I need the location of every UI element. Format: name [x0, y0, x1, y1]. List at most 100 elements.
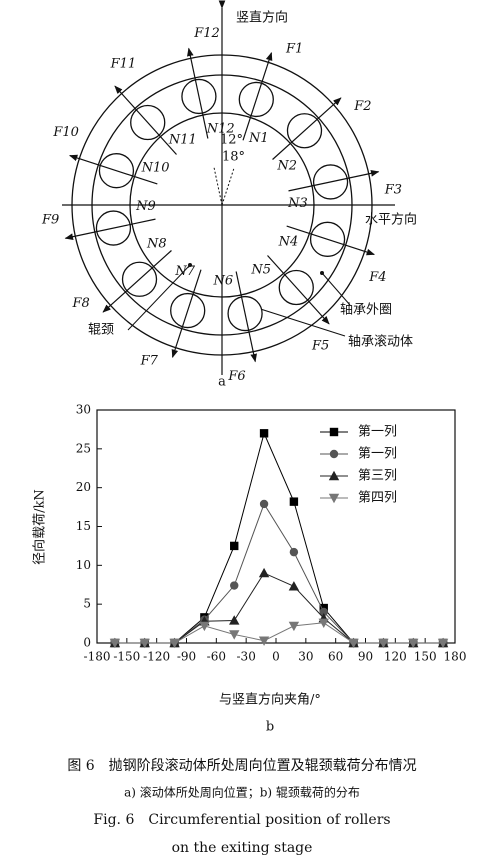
- force-label: F1: [285, 42, 303, 57]
- leader-dot: [188, 263, 192, 267]
- roller-label: N11: [168, 132, 197, 147]
- x-tick-label: 150: [414, 650, 437, 664]
- force-label: F8: [71, 296, 89, 311]
- roller-label: N9: [135, 199, 156, 214]
- series-line: [114, 431, 444, 644]
- outer-circle: [71, 54, 373, 356]
- force-arrow: [288, 170, 380, 192]
- roller-label: N5: [250, 263, 271, 278]
- force-label: F3: [384, 183, 402, 198]
- roller-label: N10: [141, 161, 170, 176]
- marker: [437, 638, 449, 649]
- roller-label: N3: [287, 196, 308, 211]
- x-tick-label: 0: [272, 650, 280, 664]
- force-label: F12: [193, 26, 220, 41]
- roller-label: N1: [248, 131, 269, 146]
- series-line: [114, 572, 444, 644]
- force-label: F10: [52, 125, 79, 140]
- marker: [229, 615, 240, 625]
- marker: [230, 541, 239, 551]
- series-line: [114, 622, 444, 644]
- marker: [109, 638, 121, 649]
- marker: [230, 581, 239, 590]
- marker: [259, 429, 269, 438]
- y-axis-label: 径向载荷/kN: [32, 489, 48, 565]
- legend-label: 第三列: [358, 469, 397, 484]
- diagram: 竖直方向 水平方向 12° 18° 轴承外圈 轴承滚动体 辊颈 a F1 N1 F2…: [41, 0, 417, 390]
- marker: [259, 499, 269, 509]
- x-tick-label: -30: [237, 650, 256, 664]
- y-tick-label: 0: [83, 636, 91, 650]
- force-label: F9: [41, 212, 59, 227]
- marker: [288, 621, 300, 632]
- roller-label: N4: [278, 234, 299, 249]
- chart: 与竖直方向夹角/° 径向载荷/kN b -180 -150 -120 -90 -60 -3…: [32, 403, 467, 735]
- force-arrow: [171, 269, 202, 358]
- roller-label: N12: [206, 122, 235, 137]
- leader-line: [321, 272, 351, 306]
- marker: [289, 547, 299, 557]
- force-label: F2: [353, 99, 371, 114]
- legend-label: 第四列: [358, 491, 397, 506]
- marker: [258, 567, 270, 578]
- x-tick-label: -150: [113, 650, 140, 664]
- roller-label: N2: [276, 158, 297, 173]
- legend-label: 第一列: [358, 447, 397, 462]
- marker: [329, 449, 339, 459]
- marker: [289, 497, 299, 506]
- marker: [229, 630, 240, 640]
- x-tick-label: 120: [384, 650, 407, 664]
- force-arrow: [187, 47, 209, 139]
- x-axis-label: 与竖直方向夹角/°: [219, 692, 321, 708]
- marker: [199, 621, 210, 632]
- leader-line: [250, 305, 346, 337]
- y-tick-label: 15: [76, 519, 91, 533]
- roller-label: 轴承滚动体: [348, 334, 413, 350]
- caption: Fig. 6 Circumferential position of rolle…: [93, 812, 390, 828]
- angle-label: 12°: [220, 133, 243, 148]
- x-tick-label: 90: [358, 650, 373, 664]
- outer-ring-label: 轴承外圈: [340, 303, 392, 318]
- marker: [288, 581, 300, 591]
- force-arrow: [114, 85, 177, 155]
- caption: on the exiting stage: [172, 840, 313, 856]
- marker: [408, 638, 419, 649]
- plot-frame: [96, 409, 456, 644]
- force-label: F5: [311, 338, 329, 353]
- y-tick-label: 10: [76, 558, 91, 572]
- ring-circle: [91, 74, 353, 336]
- legend-label: 第一列: [358, 425, 397, 440]
- roller-label: N6: [212, 273, 233, 288]
- roller-label: N8: [146, 237, 167, 252]
- caption: a) 滚动体所处周向位置；b) 辊颈载荷的分布: [124, 785, 360, 800]
- marker: [319, 607, 328, 617]
- angle-line: [213, 165, 223, 206]
- force-arrow: [286, 225, 375, 256]
- x-tick-label: 60: [328, 650, 343, 664]
- angle-line: [221, 166, 235, 206]
- y-tick-label: 25: [76, 441, 91, 455]
- force-label: F4: [368, 270, 386, 285]
- panel-label: b: [266, 720, 274, 735]
- angle-label: 18°: [222, 150, 245, 165]
- vertical-label: 竖直方向: [236, 10, 288, 26]
- journal-label: 辊颈: [88, 323, 114, 338]
- x-tick-label: -60: [207, 650, 226, 664]
- panel-label: a: [218, 375, 226, 390]
- x-tick-label: 180: [444, 650, 467, 664]
- force-arrow: [242, 52, 273, 141]
- force-arrow: [69, 154, 158, 185]
- marker: [258, 636, 270, 646]
- force-label: F7: [140, 353, 159, 368]
- marker: [169, 638, 180, 649]
- y-tick-label: 5: [83, 597, 91, 611]
- force-arrow: [102, 250, 172, 313]
- leader-dot: [320, 271, 324, 275]
- leader-line: [127, 264, 191, 331]
- force-arrow: [235, 271, 257, 363]
- marker: [328, 470, 340, 481]
- marker: [139, 638, 150, 649]
- force-arrow: [267, 255, 330, 325]
- marker: [318, 618, 329, 629]
- force-arrow: [64, 218, 156, 240]
